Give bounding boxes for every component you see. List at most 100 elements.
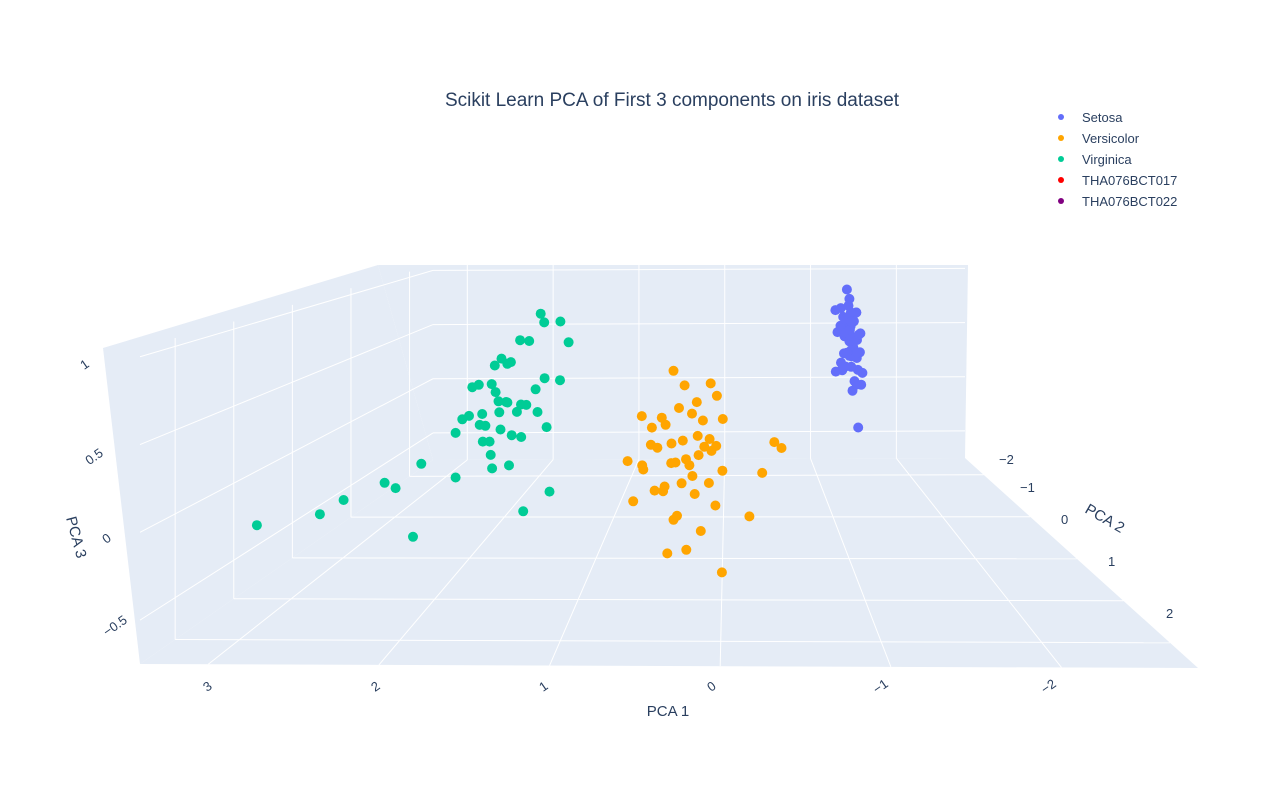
data-point-versicolor[interactable] xyxy=(679,380,690,391)
data-point-virginica[interactable] xyxy=(496,353,507,364)
data-point-versicolor[interactable] xyxy=(637,460,648,471)
data-point-versicolor[interactable] xyxy=(691,397,702,408)
data-point-virginica[interactable] xyxy=(467,382,478,393)
data-point-virginica[interactable] xyxy=(457,414,468,425)
data-point-setosa[interactable] xyxy=(841,284,852,295)
data-point-versicolor[interactable] xyxy=(670,457,681,468)
data-point-versicolor[interactable] xyxy=(687,408,697,419)
data-point-virginica[interactable] xyxy=(521,399,532,410)
data-point-virginica[interactable] xyxy=(502,397,513,408)
data-point-versicolor[interactable] xyxy=(776,443,787,453)
data-point-virginica[interactable] xyxy=(541,422,552,433)
data-point-virginica[interactable] xyxy=(539,373,550,384)
data-point-versicolor[interactable] xyxy=(717,465,728,476)
data-point-virginica[interactable] xyxy=(489,360,500,371)
data-point-versicolor[interactable] xyxy=(710,500,721,511)
data-point-setosa[interactable] xyxy=(845,307,856,318)
data-point-versicolor[interactable] xyxy=(628,496,639,507)
data-point-virginica[interactable] xyxy=(474,419,485,430)
legend-item-tha076bct017[interactable]: THA076BCT017 xyxy=(1058,173,1177,188)
data-point-virginica[interactable] xyxy=(390,483,401,494)
data-point-virginica[interactable] xyxy=(516,432,527,442)
data-point-versicolor[interactable] xyxy=(692,430,703,441)
data-point-virginica[interactable] xyxy=(450,427,461,438)
data-point-versicolor[interactable] xyxy=(677,435,688,446)
data-point-virginica[interactable] xyxy=(532,407,543,417)
data-point-virginica[interactable] xyxy=(515,335,526,346)
data-point-virginica[interactable] xyxy=(450,472,461,483)
data-point-virginica[interactable] xyxy=(338,495,349,505)
data-point-versicolor[interactable] xyxy=(672,510,682,521)
data-point-virginica[interactable] xyxy=(314,509,325,520)
data-point-versicolor[interactable] xyxy=(662,548,673,559)
data-point-versicolor[interactable] xyxy=(636,411,647,422)
data-point-setosa[interactable] xyxy=(852,347,863,358)
data-point-virginica[interactable] xyxy=(506,430,517,441)
data-point-versicolor[interactable] xyxy=(769,437,780,448)
data-point-virginica[interactable] xyxy=(486,379,497,390)
data-point-versicolor[interactable] xyxy=(693,450,704,461)
data-point-virginica[interactable] xyxy=(544,486,555,497)
data-point-virginica[interactable] xyxy=(495,424,506,435)
data-point-versicolor[interactable] xyxy=(645,439,656,450)
data-point-versicolor[interactable] xyxy=(656,412,667,423)
data-point-setosa[interactable] xyxy=(846,316,857,327)
data-point-versicolor[interactable] xyxy=(703,478,714,488)
data-point-versicolor[interactable] xyxy=(697,415,708,426)
data-point-virginica[interactable] xyxy=(535,308,546,319)
legend-item-virginica[interactable]: Virginica xyxy=(1058,152,1132,167)
data-point-versicolor[interactable] xyxy=(646,422,657,433)
data-point-versicolor[interactable] xyxy=(695,526,706,536)
data-point-versicolor[interactable] xyxy=(684,460,695,471)
data-point-versicolor[interactable] xyxy=(687,471,698,481)
legend-item-tha076bct022[interactable]: THA076BCT022 xyxy=(1058,194,1177,209)
data-point-virginica[interactable] xyxy=(518,506,529,517)
legend-item-setosa[interactable]: Setosa xyxy=(1058,110,1123,125)
data-point-setosa[interactable] xyxy=(837,362,848,373)
data-point-versicolor[interactable] xyxy=(716,567,727,578)
data-point-virginica[interactable] xyxy=(563,337,574,348)
data-point-virginica[interactable] xyxy=(555,316,566,327)
data-point-virginica[interactable] xyxy=(416,458,427,469)
data-point-versicolor[interactable] xyxy=(681,544,692,555)
data-point-setosa[interactable] xyxy=(841,347,852,358)
data-point-virginica[interactable] xyxy=(493,396,504,407)
data-point-virginica[interactable] xyxy=(251,520,262,531)
data-point-versicolor[interactable] xyxy=(744,511,755,522)
data-point-versicolor[interactable] xyxy=(659,481,670,492)
data-point-versicolor[interactable] xyxy=(705,378,716,389)
data-point-setosa[interactable] xyxy=(855,328,866,339)
data-point-virginica[interactable] xyxy=(555,375,565,386)
data-point-virginica[interactable] xyxy=(408,531,418,542)
legend[interactable]: Setosa Versicolor Virginica THA076BCT017… xyxy=(1058,110,1177,209)
data-point-virginica[interactable] xyxy=(485,449,496,460)
data-point-versicolor[interactable] xyxy=(717,414,728,424)
data-point-versicolor[interactable] xyxy=(622,456,633,467)
data-point-versicolor[interactable] xyxy=(704,434,715,444)
data-point-setosa[interactable] xyxy=(846,361,857,372)
data-point-virginica[interactable] xyxy=(477,409,488,419)
data-point-setosa[interactable] xyxy=(853,422,864,433)
data-point-virginica[interactable] xyxy=(487,463,498,474)
data-point-virginica[interactable] xyxy=(530,384,541,395)
data-point-versicolor[interactable] xyxy=(757,467,768,478)
data-point-virginica[interactable] xyxy=(539,317,550,328)
data-point-virginica[interactable] xyxy=(505,357,516,368)
data-point-virginica[interactable] xyxy=(379,477,390,488)
data-point-versicolor[interactable] xyxy=(668,365,679,376)
data-point-virginica[interactable] xyxy=(511,406,522,417)
data-point-virginica[interactable] xyxy=(484,436,495,447)
data-point-versicolor[interactable] xyxy=(674,403,684,413)
data-point-versicolor[interactable] xyxy=(711,390,722,401)
data-point-virginica[interactable] xyxy=(524,336,535,346)
data-point-versicolor[interactable] xyxy=(689,489,700,499)
data-point-virginica[interactable] xyxy=(504,460,514,471)
data-point-virginica[interactable] xyxy=(494,407,505,418)
data-point-versicolor[interactable] xyxy=(649,485,660,496)
data-point-versicolor[interactable] xyxy=(706,445,717,456)
data-point-virginica[interactable] xyxy=(490,387,501,398)
legend-item-versicolor[interactable]: Versicolor xyxy=(1058,131,1140,146)
data-point-versicolor[interactable] xyxy=(676,478,687,489)
data-point-setosa[interactable] xyxy=(844,324,855,335)
data-point-setosa[interactable] xyxy=(835,303,846,314)
